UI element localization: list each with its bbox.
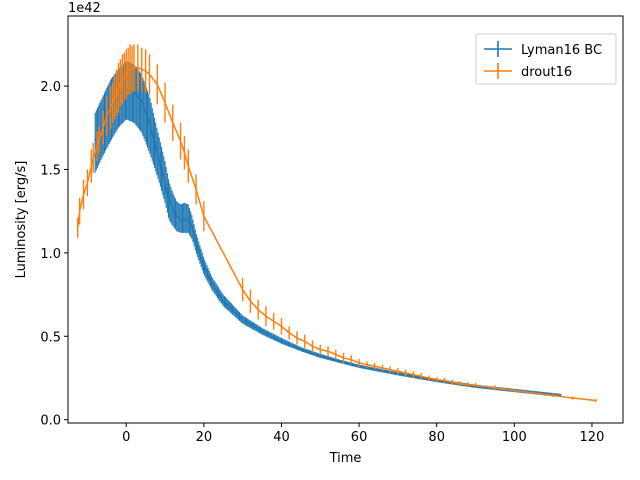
x-tick-label: 80	[428, 430, 445, 445]
y-tick-label: 0.5	[40, 330, 61, 345]
axes-frame	[67, 15, 624, 424]
legend-entry: Lyman16 BC	[484, 41, 602, 58]
y-tick-label: 1.0	[40, 247, 61, 262]
ticks-layer: 0 20 40 60 80 100 120 0.0 0.5 1.0 1.5 2.0	[40, 80, 604, 445]
x-tick-label: 0	[122, 430, 130, 445]
series-2	[76, 44, 597, 403]
x-axis-label: Time	[329, 451, 362, 466]
legend: Lyman16 BC drout16	[475, 33, 617, 85]
x-tick-label: 100	[502, 430, 527, 445]
y-tick-label: 1.5	[40, 163, 61, 178]
y-axis-label: Luminosity [erg/s]	[14, 161, 29, 279]
legend-label: Lyman16 BC	[521, 43, 602, 58]
legend-label: drout16	[521, 65, 572, 80]
x-tick-label: 20	[196, 430, 213, 445]
x-tick-label: 40	[273, 430, 290, 445]
series-layer	[76, 44, 597, 403]
x-tick-label: 60	[351, 430, 368, 445]
x-tick-label: 120	[580, 430, 605, 445]
legend-entry: drout16	[484, 63, 572, 80]
y-offset-label: 1e42	[68, 1, 101, 16]
y-tick-label: 0.0	[40, 414, 61, 429]
y-tick-label: 2.0	[40, 80, 61, 95]
